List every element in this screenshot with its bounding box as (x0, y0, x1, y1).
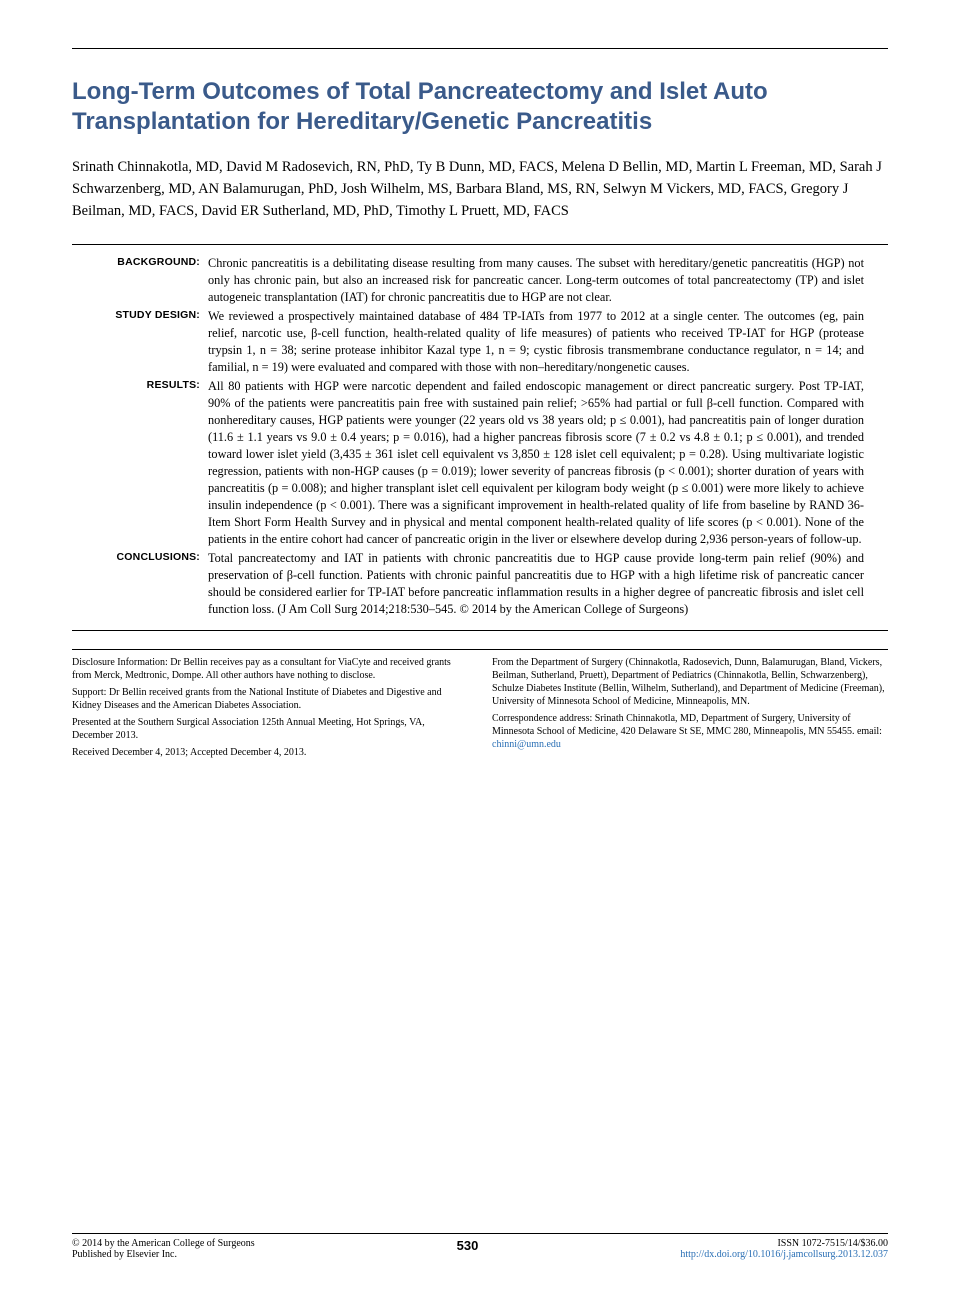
correspondence-block: Correspondence address: Srinath Chinnako… (492, 712, 888, 751)
abstract-background-label: BACKGROUND: (96, 255, 208, 306)
correspondence-email[interactable]: chinni@umn.edu (492, 739, 561, 750)
abstract-results-row: RESULTS: All 80 patients with HGP were n… (96, 378, 864, 548)
top-rule (72, 48, 888, 49)
abstract-study-design-text: We reviewed a prospectively maintained d… (208, 308, 864, 376)
copyright-text: © 2014 by the American College of Surgeo… (72, 1238, 255, 1249)
abstract-study-design-label: STUDY DESIGN: (96, 308, 208, 376)
footer-columns: Disclosure Information: Dr Bellin receiv… (72, 649, 888, 763)
abstract-results-text: All 80 patients with HGP were narcotic d… (208, 378, 864, 548)
article-title: Long-Term Outcomes of Total Pancreatecto… (72, 77, 888, 137)
abstract-results-label: RESULTS: (96, 378, 208, 548)
abstract-conclusions-label: CONCLUSIONS: (96, 550, 208, 618)
abstract-conclusions-row: CONCLUSIONS: Total pancreatectomy and IA… (96, 550, 864, 618)
disclosure-text: Disclosure Information: Dr Bellin receiv… (72, 656, 468, 682)
issn-text: ISSN 1072-7515/14/$36.00 (680, 1238, 888, 1249)
bottom-left: © 2014 by the American College of Surgeo… (72, 1238, 255, 1260)
bottom-bar: © 2014 by the American College of Surgeo… (72, 1233, 888, 1260)
abstract-conclusions-text: Total pancreatectomy and IAT in patients… (208, 550, 864, 618)
authors-text: Srinath Chinnakotla, MD, David M Radosev… (72, 159, 882, 219)
structured-abstract: BACKGROUND: Chronic pancreatitis is a de… (72, 244, 888, 630)
footer-right-col: From the Department of Surgery (Chinnako… (492, 656, 888, 763)
footer-left-col: Disclosure Information: Dr Bellin receiv… (72, 656, 468, 763)
bottom-right: ISSN 1072-7515/14/$36.00 http://dx.doi.o… (680, 1238, 888, 1260)
support-text: Support: Dr Bellin received grants from … (72, 686, 468, 712)
correspondence-text: Correspondence address: Srinath Chinnako… (492, 713, 882, 737)
abstract-background-text: Chronic pancreatitis is a debilitating d… (208, 255, 864, 306)
author-list: Srinath Chinnakotla, MD, David M Radosev… (72, 157, 888, 222)
affiliation-text: From the Department of Surgery (Chinnako… (492, 656, 888, 708)
presented-text: Presented at the Southern Surgical Assoc… (72, 716, 468, 742)
abstract-study-design-row: STUDY DESIGN: We reviewed a prospectivel… (96, 308, 864, 376)
page-number: 530 (457, 1238, 479, 1260)
received-text: Received December 4, 2013; Accepted Dece… (72, 746, 468, 759)
abstract-background-row: BACKGROUND: Chronic pancreatitis is a de… (96, 255, 864, 306)
doi-link[interactable]: http://dx.doi.org/10.1016/j.jamcollsurg.… (680, 1249, 888, 1260)
publisher-text: Published by Elsevier Inc. (72, 1249, 255, 1260)
